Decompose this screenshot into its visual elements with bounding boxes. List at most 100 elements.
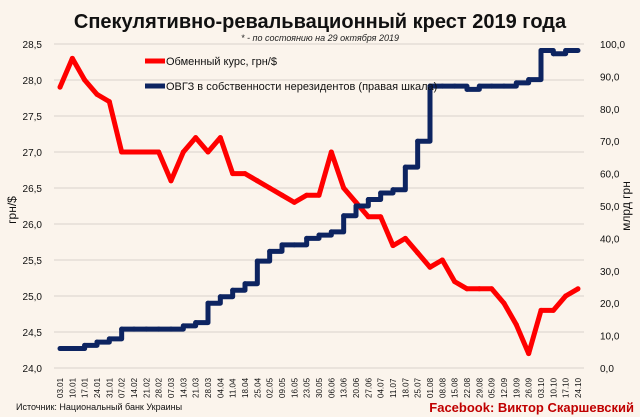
data-point <box>415 250 421 256</box>
data-point <box>279 242 285 248</box>
y-tick-left: 28,5 <box>23 40 43 51</box>
x-tick: 10.01 <box>68 377 77 398</box>
x-tick: 03.10 <box>537 377 546 398</box>
data-point <box>193 135 199 141</box>
y-tick-right: 90,0 <box>600 72 620 83</box>
x-tick: 18.07 <box>401 377 410 398</box>
data-point <box>119 326 125 332</box>
data-point <box>353 203 359 209</box>
y-tick-right: 70,0 <box>600 137 620 148</box>
data-point <box>267 248 273 254</box>
data-point <box>316 232 322 238</box>
y-tick-left: 24,0 <box>23 364 43 375</box>
data-point <box>575 47 581 53</box>
data-point <box>538 307 544 313</box>
source-note: Источник: Национальный банк Украины <box>16 402 182 412</box>
data-point <box>143 149 149 155</box>
x-tick: 05.09 <box>488 377 497 398</box>
series-line-exchange-rate <box>57 55 580 357</box>
data-point <box>168 326 174 332</box>
x-tick: 15.08 <box>451 377 460 398</box>
data-point <box>217 294 223 300</box>
data-point <box>193 320 199 326</box>
x-tick: 01.08 <box>426 377 435 398</box>
y-tick-left: 27,0 <box>23 148 43 159</box>
chart-title: Спекулятивно-ревальвационный крест 2019 … <box>74 11 567 33</box>
data-point <box>230 287 236 293</box>
x-tick: 25.04 <box>253 377 262 398</box>
x-tick: 23.05 <box>303 377 312 398</box>
x-tick: 04.07 <box>377 377 386 398</box>
y-tick-right: 10,0 <box>600 332 620 343</box>
x-tick: 08.08 <box>438 377 447 398</box>
x-tick: 11.04 <box>229 378 238 398</box>
data-point <box>402 164 408 170</box>
data-point <box>242 171 248 177</box>
legend: Обменный курс, грн/$ ОВГЗ в собственност… <box>145 56 437 93</box>
x-tick: 21.03 <box>192 377 201 398</box>
x-tick: 03.01 <box>56 377 65 398</box>
x-tick: 20.06 <box>352 377 361 398</box>
y-tick-left: 28,0 <box>23 76 43 87</box>
data-point <box>94 91 100 97</box>
data-point <box>156 326 162 332</box>
y-tick-right: 50,0 <box>600 202 620 213</box>
data-point <box>205 149 211 155</box>
y-tick-right: 100,0 <box>600 40 625 51</box>
y-tick-left: 24,5 <box>23 328 43 339</box>
y-tick-left: 27,5 <box>23 112 43 123</box>
data-point <box>57 346 63 352</box>
legend-label-rate: Обменный курс, грн/$ <box>166 56 277 68</box>
y-tick-right: 80,0 <box>600 105 620 116</box>
x-tick: 12.09 <box>500 377 509 398</box>
data-point <box>390 243 396 249</box>
data-point <box>476 83 482 89</box>
data-point <box>489 286 495 292</box>
data-point <box>452 83 458 89</box>
x-tick: 07.03 <box>167 377 176 398</box>
data-point <box>180 149 186 155</box>
data-point <box>513 80 519 86</box>
y-tick-left: 26,5 <box>23 184 43 195</box>
data-point <box>464 286 470 292</box>
x-tick: 27.06 <box>364 377 373 398</box>
data-point <box>526 77 532 83</box>
x-tick: 07.02 <box>118 377 127 398</box>
data-point <box>526 351 532 357</box>
data-point <box>291 199 297 205</box>
data-point <box>217 135 223 141</box>
data-point <box>328 149 334 155</box>
data-point <box>254 178 260 184</box>
x-tick: 22.08 <box>463 377 472 398</box>
data-point <box>69 55 75 61</box>
data-point <box>279 192 285 198</box>
x-tick: 17.01 <box>81 377 90 398</box>
data-point <box>365 214 371 220</box>
x-tick: 19.09 <box>512 377 521 398</box>
data-point <box>156 149 162 155</box>
x-tick: 11.07 <box>389 378 398 398</box>
data-point <box>94 339 100 345</box>
x-tick: 17.10 <box>562 377 571 398</box>
x-tick: 31.01 <box>105 377 114 398</box>
series-line-ovgz <box>60 47 578 352</box>
x-tick: 06.06 <box>327 377 336 398</box>
data-point <box>316 192 322 198</box>
data-point <box>304 235 310 241</box>
y-tick-right: 30,0 <box>600 267 620 278</box>
y-tick-right: 20,0 <box>600 299 620 310</box>
data-point <box>242 281 248 287</box>
data-point <box>489 83 495 89</box>
chart-subtitle: * - по состоянию на 29 октября 2019 <box>241 33 399 43</box>
data-point <box>119 149 125 155</box>
data-point <box>538 47 544 53</box>
data-point <box>168 178 174 184</box>
x-tick: 18.04 <box>241 377 250 398</box>
data-point <box>106 336 112 342</box>
data-point <box>230 171 236 177</box>
x-tick: 14.03 <box>179 377 188 398</box>
y-tick-right: 0,0 <box>600 364 614 375</box>
y-tick-right: 60,0 <box>600 170 620 181</box>
data-point <box>439 83 445 89</box>
